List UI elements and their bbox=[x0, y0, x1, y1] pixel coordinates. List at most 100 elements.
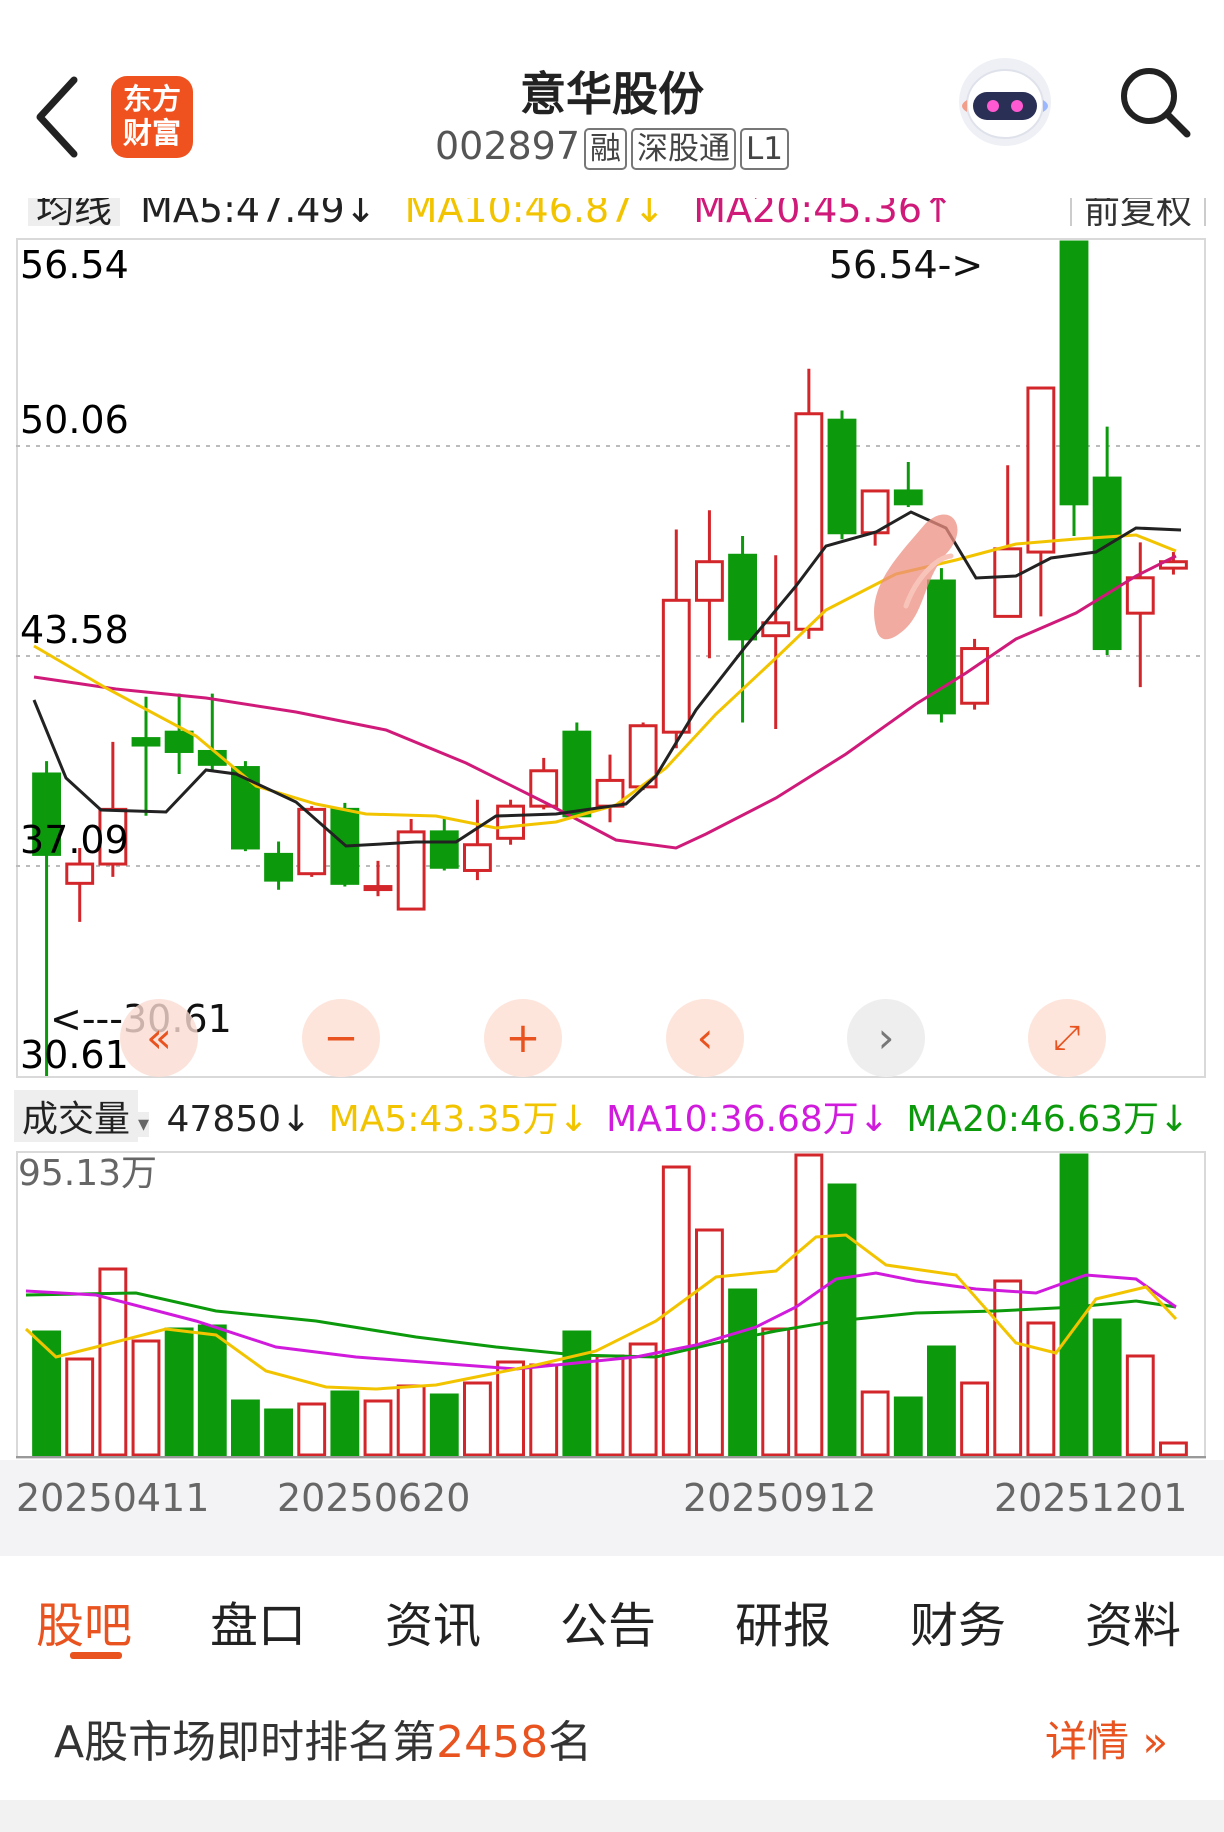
volume-bar bbox=[761, 1327, 791, 1457]
date-label-2: 20250620 bbox=[277, 1476, 471, 1520]
zoom-in-icon[interactable]: + bbox=[484, 999, 562, 1077]
date-axis: 20250411 20250620 20250912 20251201 bbox=[0, 1460, 1224, 1556]
volume-bar bbox=[65, 1357, 95, 1457]
volume-bar bbox=[1026, 1321, 1056, 1457]
volume-ma20: MA20:46.63万↓ bbox=[906, 1099, 1190, 1140]
volume-bar bbox=[960, 1381, 989, 1457]
candle-up bbox=[1125, 576, 1155, 615]
fullscreen-icon[interactable]: ⤢ bbox=[1028, 999, 1106, 1077]
volume-bar bbox=[131, 1339, 161, 1457]
volume-selector-caret-icon[interactable]: ▾ bbox=[138, 1112, 150, 1137]
detail-label: 详情 bbox=[1045, 1717, 1130, 1766]
back-arrow-icon[interactable] bbox=[30, 72, 90, 162]
volume-bar bbox=[164, 1327, 194, 1457]
tab-announcement[interactable]: 公告 bbox=[560, 1598, 657, 1654]
volume-bar bbox=[893, 1396, 923, 1457]
volume-current: 47850↓ bbox=[166, 1099, 312, 1140]
search-icon[interactable] bbox=[1115, 62, 1195, 142]
volume-bar bbox=[98, 1267, 128, 1457]
scroll-right-icon[interactable]: › bbox=[847, 999, 925, 1077]
ma20-value: MA20:45.36↑ bbox=[693, 198, 954, 226]
annotation-highlight bbox=[874, 514, 958, 640]
volume-ma20-line bbox=[25, 1291, 1177, 1359]
volume-bar bbox=[927, 1345, 956, 1457]
candle-up bbox=[297, 807, 327, 876]
volume-ma10: MA10:36.68万↓ bbox=[606, 1099, 889, 1140]
tab-research[interactable]: 研报 bbox=[735, 1598, 832, 1654]
candle-down bbox=[1092, 476, 1122, 651]
volume-ma5-line bbox=[24, 1233, 1178, 1391]
eastmoney-logo[interactable]: 东方 财富 bbox=[111, 76, 193, 158]
candle-down bbox=[893, 489, 923, 506]
candlestick-chart[interactable]: 56.54 50.06 43.58 37.09 30.61 56.54-> <-… bbox=[16, 238, 1206, 1078]
rewind-icon[interactable]: « bbox=[120, 999, 198, 1077]
ma-type-selector[interactable]: 均线 bbox=[28, 198, 121, 226]
candle-down bbox=[32, 772, 61, 856]
candle-up bbox=[993, 547, 1023, 618]
volume-bar bbox=[363, 1399, 393, 1457]
scroll-left-icon[interactable]: ‹ bbox=[666, 999, 744, 1077]
rank-prefix: A股市场即时排名第 bbox=[54, 1717, 437, 1768]
tab-news[interactable]: 资讯 bbox=[385, 1598, 482, 1654]
candle-up bbox=[98, 807, 128, 866]
price-axis-label-4: 37.09 bbox=[20, 818, 129, 862]
section-tabs: 股吧 盘口 资讯 公告 研报 财务 资料 bbox=[0, 1556, 1224, 1677]
volume-indicator-bar: 成交量 ▾ 47850↓ MA5:43.35万↓ MA10:36.68万↓ MA2… bbox=[14, 1090, 1214, 1142]
volume-bar bbox=[496, 1360, 525, 1457]
volume-bar bbox=[595, 1354, 625, 1457]
volume-bar bbox=[330, 1390, 360, 1457]
candle-up bbox=[695, 560, 724, 602]
volume-bar bbox=[562, 1330, 592, 1457]
volume-axis-max: 95.13万 bbox=[18, 1153, 157, 1194]
rank-text: A股市场即时排名第2458名 bbox=[54, 1706, 592, 1770]
price-axis-label-max: 56.54 bbox=[20, 243, 129, 287]
volume-bar bbox=[463, 1381, 492, 1457]
detail-link[interactable]: 详情 » bbox=[1045, 1708, 1168, 1769]
ma5-value: MA5:47.49↓ bbox=[140, 198, 377, 226]
candles bbox=[32, 240, 1188, 1076]
tab-profile[interactable]: 资料 bbox=[1085, 1598, 1182, 1654]
volume-ma5: MA5:43.35万↓ bbox=[328, 1099, 589, 1140]
tab-pankou[interactable]: 盘口 bbox=[210, 1598, 307, 1654]
ma-indicator-bar: 均线 MA5:47.49↓ MA10:46.87↓ MA20:45.36↑ 前复… bbox=[0, 198, 1224, 226]
candle-up bbox=[960, 647, 989, 705]
high-price-marker: 56.54-> bbox=[829, 243, 983, 287]
candle-up bbox=[661, 598, 691, 734]
volume-bar bbox=[728, 1288, 757, 1457]
grid-lines bbox=[16, 445, 1206, 867]
price-chart-frame bbox=[16, 238, 1206, 1078]
candle-down bbox=[562, 730, 592, 818]
candle-up bbox=[761, 621, 791, 638]
volume-bar bbox=[231, 1399, 260, 1457]
volume-bar bbox=[1092, 1318, 1122, 1457]
logo-line-1: 东方 bbox=[122, 82, 181, 116]
ma10-value: MA10:46.87↓ bbox=[404, 198, 666, 226]
volume-bar bbox=[264, 1408, 293, 1457]
tab-guba[interactable]: 股吧 bbox=[36, 1598, 133, 1654]
candle-down bbox=[1059, 240, 1089, 506]
adjust-selector[interactable]: 前复权 bbox=[1069, 198, 1206, 226]
tag-margin: 融 bbox=[584, 127, 628, 170]
logo-line-2: 财富 bbox=[122, 116, 181, 150]
robot-avatar-icon[interactable] bbox=[955, 50, 1055, 150]
tab-finance[interactable]: 财务 bbox=[910, 1598, 1007, 1654]
candle-up bbox=[363, 885, 393, 892]
volume-bars bbox=[32, 1153, 1188, 1457]
candle-down bbox=[429, 830, 459, 869]
volume-chart[interactable]: 95.13万 bbox=[16, 1151, 1206, 1459]
active-tab-indicator bbox=[70, 1652, 122, 1659]
volume-selector[interactable]: 成交量 bbox=[14, 1090, 139, 1142]
volume-bar bbox=[993, 1279, 1023, 1457]
date-label-3: 20250912 bbox=[683, 1476, 877, 1520]
zoom-out-icon[interactable]: − bbox=[302, 999, 380, 1077]
rank-bar[interactable] bbox=[0, 1676, 1224, 1800]
ma20-line bbox=[33, 554, 1177, 850]
rank-number: 2458 bbox=[436, 1717, 549, 1768]
candle-up bbox=[794, 412, 824, 631]
volume-bar bbox=[1125, 1354, 1155, 1457]
date-label-1: 20250411 bbox=[16, 1476, 210, 1520]
candle-down bbox=[728, 553, 757, 641]
volume-bar bbox=[297, 1402, 327, 1457]
candle-up bbox=[396, 830, 426, 911]
tag-connect: 深股通 bbox=[631, 127, 737, 170]
